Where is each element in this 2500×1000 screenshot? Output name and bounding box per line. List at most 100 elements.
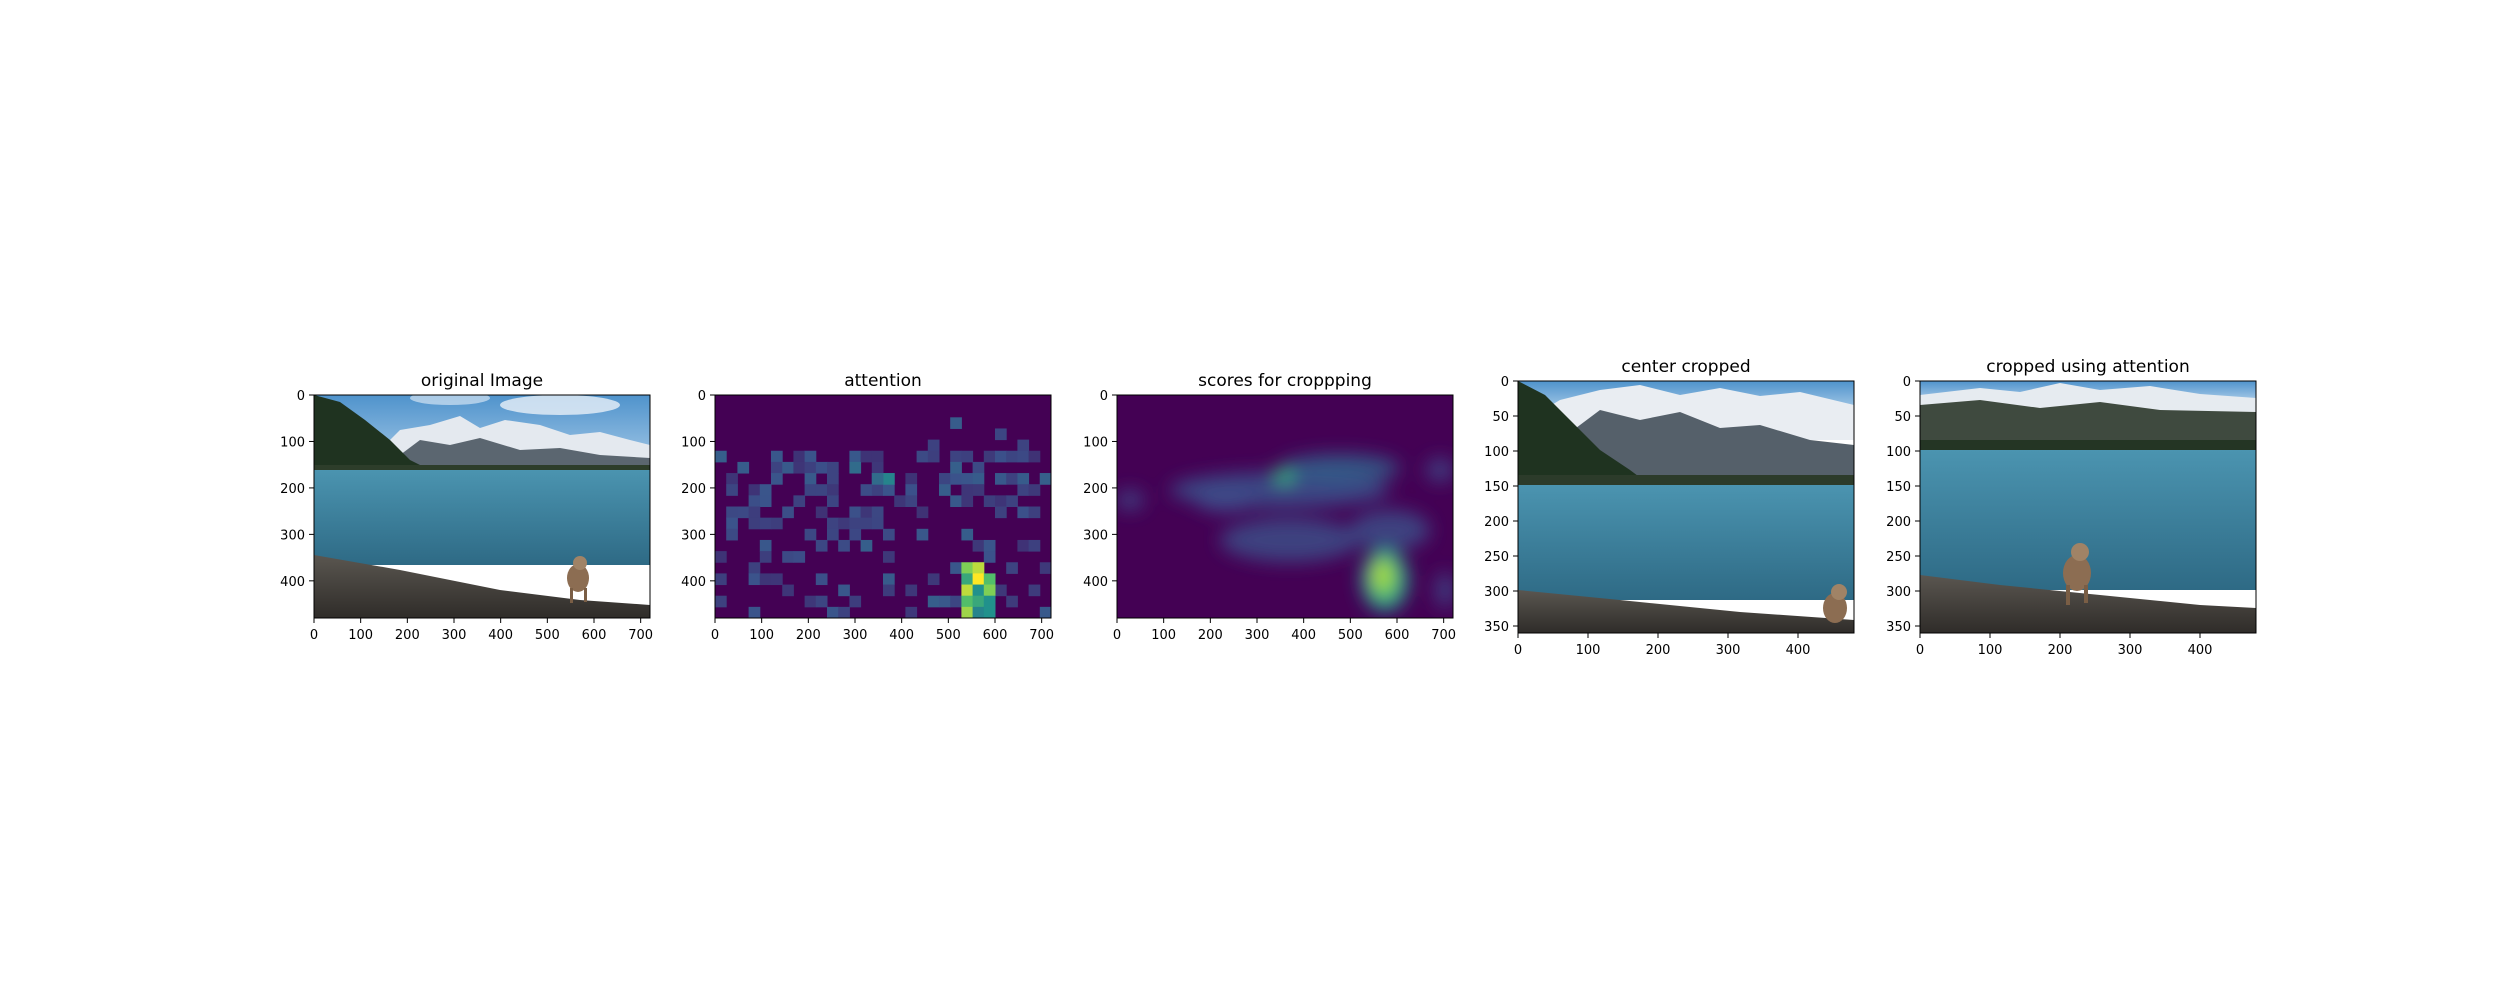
dog: [1823, 584, 1847, 623]
heatmap-cell: [927, 573, 940, 586]
heatmap-cell: [961, 450, 974, 463]
cloud: [410, 395, 490, 405]
y-tick-label: 200: [1484, 515, 1509, 530]
y-tick-label: 100: [681, 435, 706, 450]
y-tick-label: 300: [681, 528, 706, 543]
x-tick-label: 700: [1029, 628, 1054, 643]
heatmap-cell: [827, 484, 839, 496]
heatmap-cell: [815, 573, 828, 586]
y-tick-label: 100: [1484, 445, 1509, 460]
heatmap-cell: [883, 584, 895, 597]
heatmap-cell: [972, 473, 985, 485]
x-tick-label: 700: [628, 628, 653, 643]
x-tick-label: 500: [936, 628, 961, 643]
heatmap-cell: [950, 461, 962, 474]
x-tick-label: 300: [843, 628, 868, 643]
heatmap-cell: [1006, 473, 1018, 485]
heatmap-cell: [759, 517, 772, 530]
heatmap-cell: [838, 517, 850, 530]
heatmap-cell: [827, 461, 839, 474]
heatmap-cell: [759, 551, 772, 563]
heatmap-cell: [1028, 450, 1041, 463]
heatmap-cell: [871, 506, 884, 519]
beach: [1920, 575, 2256, 633]
x-tick-label: 300: [1245, 628, 1270, 643]
heatmap-cell: [894, 495, 906, 507]
heatmap-cell: [804, 450, 817, 463]
heatmap-cell: [782, 584, 794, 597]
heatmap-cell: [995, 584, 1007, 597]
heatmap-cell: [1017, 439, 1030, 452]
heatmap-cell: [883, 551, 895, 563]
y-tick-label: 250: [1484, 550, 1509, 565]
heatmap-cell: [748, 517, 761, 530]
photo: [1920, 381, 2256, 633]
heatmap-cell: [916, 528, 929, 541]
x-tick-label: 100: [348, 628, 373, 643]
heatmap-cell: [849, 517, 862, 530]
heatmap-cell: [849, 595, 862, 608]
heatmap-cell: [827, 517, 839, 530]
heatmap-cell: [860, 539, 873, 552]
heatmap: [715, 395, 1051, 618]
y-tick-label: 400: [280, 575, 305, 590]
heatmap-cell: [972, 584, 985, 597]
heatmap-cell: [927, 439, 940, 452]
heatmap-cell: [871, 450, 884, 463]
y-tick-label: 50: [1894, 410, 1911, 425]
axes-frame: [1919, 380, 2257, 634]
lake: [314, 470, 650, 565]
heatmap-cell: [827, 528, 839, 541]
heatmap-cell: [950, 595, 962, 608]
mountain-rock: [380, 438, 650, 470]
heatmap-cell: [804, 528, 817, 541]
heatmap-cell: [737, 506, 750, 519]
panel-title: cropped using attention: [1986, 357, 2189, 377]
treeline: [314, 465, 650, 472]
x-tick-label: 200: [2048, 643, 2073, 658]
y-tick-label: 400: [681, 575, 706, 590]
x-tick-label: 100: [749, 628, 774, 643]
y-tick-label: 150: [1484, 480, 1509, 495]
heatmap-cell: [983, 573, 996, 586]
y-tick-label: 0: [1903, 375, 1911, 390]
y-tick-label: 200: [681, 482, 706, 497]
heatmap-cell: [827, 495, 839, 507]
heatmap-cell: [995, 506, 1007, 519]
heatmap-cell: [983, 584, 996, 597]
treeline: [1920, 440, 2256, 450]
heatmap-cell: [715, 573, 727, 586]
heatmap-cell: [1017, 450, 1030, 463]
heatmap-cell: [793, 551, 806, 563]
heatmap-cell: [1017, 506, 1030, 519]
heatmap-cell: [983, 595, 996, 608]
panel-attention: attention 0 100 200 300 400 500 600 700 0 100 200 3…: [681, 371, 1054, 643]
heatmap-cell: [1006, 450, 1018, 463]
heatmap-cell: [759, 484, 772, 496]
heatmap-cell: [905, 606, 918, 618]
heatmap-cell: [939, 595, 951, 608]
heatmap-cell: [905, 484, 918, 496]
heatmap-cell: [759, 573, 772, 586]
heatmap-cell: [715, 551, 727, 563]
heatmap-cell: [726, 484, 738, 496]
heatmap-cell: [905, 495, 918, 507]
x-tick-label: 100: [1576, 643, 1601, 658]
x-tick-label: 200: [796, 628, 821, 643]
panel-title: attention: [844, 371, 922, 391]
heatmap-cell: [905, 584, 918, 597]
heatmap-cell: [838, 539, 850, 552]
y-tick-label: 300: [280, 528, 305, 543]
heatmap-cell: [737, 461, 750, 474]
heatmap-cell: [759, 539, 772, 552]
heatmap-cell: [972, 461, 985, 474]
heatmap-cell: [793, 461, 806, 474]
heatmap-cell: [726, 528, 738, 541]
x-tick-label: 200: [395, 628, 420, 643]
heatmap-cell: [916, 506, 929, 519]
heatmap-cell: [793, 450, 806, 463]
heatmap-cell: [939, 473, 951, 485]
x-tick-label: 500: [535, 628, 560, 643]
panel-cropped-using-attention: cropped using attention 0 100 200 300 400 0 50…: [1886, 357, 2257, 658]
axes: 0 100 200 300 400 500 600 700 0 100 200 300 400: [1083, 389, 1456, 643]
